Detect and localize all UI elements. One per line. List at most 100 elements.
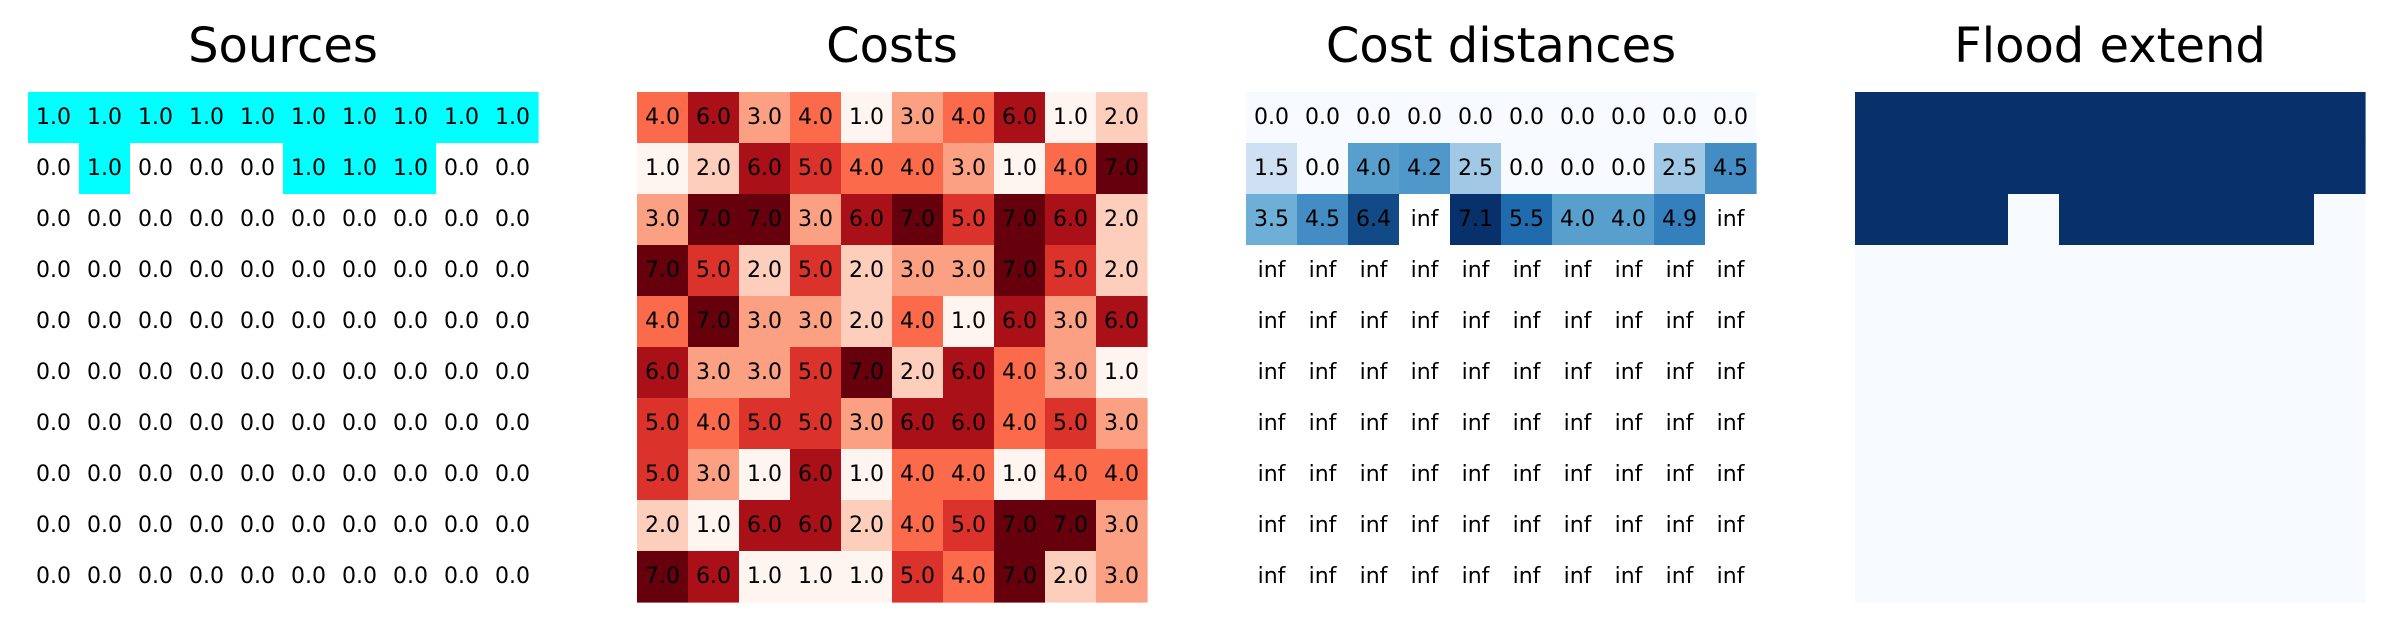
- cell-value-label: inf: [1513, 462, 1542, 487]
- cell-value-label: 0.0: [393, 513, 428, 538]
- heatmap-cell: [688, 347, 740, 399]
- heatmap-cell: [232, 143, 284, 195]
- heatmap-cell: [2212, 500, 2264, 552]
- cell-value-label: 0.0: [189, 462, 224, 487]
- cell-value-label: 4.0: [1611, 207, 1646, 232]
- cell-value-label: 3.0: [1104, 411, 1139, 436]
- cell-value-label: 0.0: [342, 360, 377, 385]
- cell-value-label: 4.0: [849, 156, 884, 181]
- cell-value-label: 4.0: [1560, 207, 1595, 232]
- heatmap-cell: [1855, 398, 1907, 450]
- cell-value-label: 0.0: [87, 411, 122, 436]
- cell-value-label: inf: [1309, 258, 1338, 283]
- heatmap-cell: [790, 245, 842, 297]
- heatmap-cell: [1552, 449, 1604, 501]
- heatmap-cell: [181, 398, 233, 450]
- heatmap-cell: [181, 194, 233, 246]
- cell-value-label: inf: [1615, 309, 1644, 334]
- heatmap-cell: [1654, 143, 1706, 195]
- cell-value-label: 0.0: [444, 564, 479, 589]
- heatmap-cell: [2212, 245, 2264, 297]
- heatmap-cell: [1450, 347, 1502, 399]
- heatmap-cell: [1045, 449, 1097, 501]
- heatmap-cell: [2059, 245, 2111, 297]
- heatmap-cell: [436, 398, 488, 450]
- cell-value-label: inf: [1513, 360, 1542, 385]
- heatmap-cell: [28, 245, 80, 297]
- heatmap-cell: [943, 551, 995, 603]
- cell-value-label: 6.0: [849, 207, 884, 232]
- heatmap-cell: [1654, 347, 1706, 399]
- heatmap-cell: [130, 449, 182, 501]
- cell-value-label: inf: [1513, 258, 1542, 283]
- heatmap-cell: [79, 143, 131, 195]
- cell-value-label: inf: [1360, 360, 1389, 385]
- heatmap-cell: [334, 245, 386, 297]
- heatmap-cell: [2110, 194, 2162, 246]
- heatmap-cell: [1297, 347, 1349, 399]
- heatmap-cell: [1246, 398, 1298, 450]
- heatmap-cell: [436, 92, 488, 144]
- cell-value-label: inf: [1462, 513, 1491, 538]
- heatmap-cell: [1654, 398, 1706, 450]
- heatmap-cell: [79, 500, 131, 552]
- cell-value-label: 3.0: [951, 156, 986, 181]
- heatmap-cell: [79, 92, 131, 144]
- cell-value-label: 0.0: [495, 513, 530, 538]
- heatmap-cell: [2059, 551, 2111, 603]
- heatmap-cell: [994, 143, 1046, 195]
- heatmap-cell: [1552, 245, 1604, 297]
- heatmap-cell: [436, 551, 488, 603]
- heatmap-cell: [1450, 449, 1502, 501]
- heatmap-cell: [637, 245, 689, 297]
- heatmap-cell: [688, 449, 740, 501]
- heatmap-cell: [2263, 92, 2315, 144]
- heatmap-cell: [436, 143, 488, 195]
- cell-value-label: 3.0: [696, 360, 731, 385]
- sources-title: Sources: [188, 18, 378, 74]
- heatmap-cell: [790, 347, 842, 399]
- heatmap-cell: [2059, 449, 2111, 501]
- cell-value-label: 6.0: [1002, 105, 1037, 130]
- cell-value-label: inf: [1411, 564, 1440, 589]
- cell-value-label: inf: [1309, 513, 1338, 538]
- heatmap-cell: [2110, 347, 2162, 399]
- heatmap-cell: [334, 92, 386, 144]
- heatmap-cell: [2110, 551, 2162, 603]
- heatmap-cell: [79, 449, 131, 501]
- heatmap-cell: [688, 194, 740, 246]
- heatmap-cell: [1603, 500, 1655, 552]
- heatmap-cell: [1603, 398, 1655, 450]
- heatmap-cell: [334, 347, 386, 399]
- heatmap-cell: [1450, 398, 1502, 450]
- cell-value-label: 0.0: [240, 207, 275, 232]
- cell-value-label: 1.0: [951, 309, 986, 334]
- cell-value-label: 0.0: [87, 360, 122, 385]
- cell-value-label: 0.0: [36, 513, 71, 538]
- cell-value-label: 1.0: [696, 513, 731, 538]
- cell-value-label: 2.0: [849, 258, 884, 283]
- heatmap-cell: [790, 398, 842, 450]
- heatmap-cell: [1552, 296, 1604, 348]
- heatmap-cell: [436, 296, 488, 348]
- cell-value-label: 5.0: [951, 513, 986, 538]
- cell-value-label: 0.0: [495, 258, 530, 283]
- heatmap-cell: [385, 143, 437, 195]
- heatmap-cell: [739, 194, 791, 246]
- cell-value-label: 0.0: [444, 513, 479, 538]
- heatmap-cell: [1906, 92, 1958, 144]
- heatmap-cell: [637, 296, 689, 348]
- cell-value-label: 1.0: [1002, 156, 1037, 181]
- cell-value-label: 0.0: [240, 309, 275, 334]
- heatmap-cell: [943, 143, 995, 195]
- cell-value-label: 4.0: [951, 564, 986, 589]
- heatmap-cell: [181, 449, 233, 501]
- heatmap-cell: [232, 296, 284, 348]
- cell-value-label: inf: [1564, 564, 1593, 589]
- cell-value-label: 0.0: [495, 360, 530, 385]
- heatmap-cell: [1957, 296, 2009, 348]
- heatmap-cell: [2008, 500, 2060, 552]
- cell-value-label: 0.0: [240, 513, 275, 538]
- heatmap-cell: [1957, 143, 2009, 195]
- heatmap-cell: [994, 92, 1046, 144]
